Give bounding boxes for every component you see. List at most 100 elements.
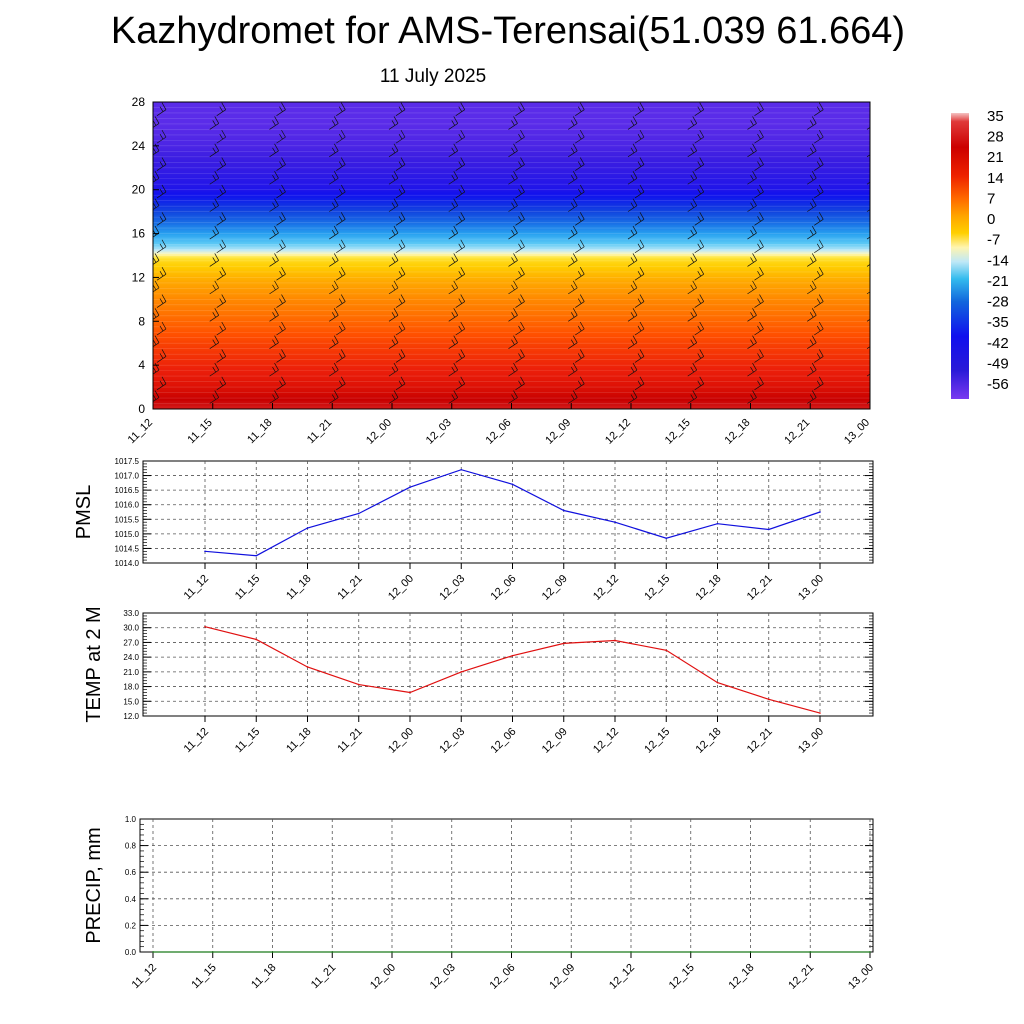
- wind-barb: [336, 376, 346, 391]
- xtick-label: 12_15: [642, 726, 672, 756]
- wind-barb: [814, 157, 824, 171]
- wind-barb: [694, 239, 705, 254]
- wind-barb: [216, 102, 227, 116]
- ytick-label: 1017.5: [115, 457, 140, 466]
- ytick-label: 1.0: [125, 815, 137, 824]
- wind-barb: [687, 362, 698, 377]
- wind-barb: [508, 171, 518, 185]
- wind-barb: [814, 294, 824, 308]
- temp-panel: 12.0 15.0 18.0 21.0 24.0 27.0 30.0 33.0 11_12 11_…: [83, 606, 874, 756]
- wind-barb: [687, 143, 698, 158]
- xtick-label: 11_18: [284, 573, 314, 603]
- wind-barb: [269, 335, 279, 349]
- ytick-label: 1015.0: [115, 530, 140, 539]
- wind-barb: [814, 184, 824, 199]
- wind-barb: [747, 362, 757, 377]
- wind-barb: [209, 143, 220, 158]
- wind-barb: [866, 312, 870, 322]
- wind-barb: [575, 129, 585, 144]
- wind-barb: [329, 280, 339, 295]
- wind-barb: [336, 184, 346, 199]
- wind-barb: [395, 129, 406, 144]
- wind-barb: [269, 362, 279, 377]
- wind-barb: [336, 102, 346, 116]
- wind-barb: [515, 349, 525, 363]
- wind-barb: [754, 294, 764, 308]
- wind-barb: [156, 294, 167, 308]
- ytick-label: 15.0: [123, 697, 139, 706]
- wind-barb: [269, 198, 279, 212]
- wind-barb: [216, 157, 227, 171]
- ytick-label: 1014.5: [115, 544, 140, 553]
- data-point: [614, 639, 616, 642]
- wind-barb: [448, 116, 459, 130]
- wind-barb: [336, 129, 346, 144]
- xtick-label: 12_06: [488, 962, 518, 992]
- wind-barb: [687, 390, 698, 404]
- wind-barb: [634, 212, 645, 226]
- heatmap-panel: 0 4 8 12 16 20 24 28 11_12 11_15 11_18 11_21 12_00 1…: [126, 95, 883, 447]
- wind-barb: [448, 335, 459, 349]
- colorbar-label: -21: [987, 273, 1009, 290]
- colorbar-label: -49: [987, 355, 1009, 372]
- wind-barb: [754, 212, 764, 226]
- wind-barb: [209, 116, 220, 130]
- wind-barb: [874, 322, 883, 335]
- data-point: [306, 527, 309, 529]
- wind-barb: [747, 280, 757, 295]
- data-point: [510, 951, 513, 953]
- data-point: [409, 691, 411, 694]
- data-point: [665, 649, 668, 652]
- data-point: [819, 511, 821, 513]
- wind-barb: [156, 212, 167, 226]
- xtick-label: 11_15: [233, 726, 263, 756]
- wind-barb: [866, 147, 870, 158]
- wind-barb: [627, 116, 638, 130]
- heatmap-ytick-label: 24: [132, 139, 146, 153]
- colorbar-label: 0: [987, 211, 995, 228]
- wind-barb: [395, 212, 406, 226]
- wind-barb: [627, 253, 638, 267]
- wind-barb: [575, 266, 585, 281]
- wind-barb: [515, 266, 525, 281]
- xtick-label: 11_15: [233, 573, 263, 603]
- wind-barb: [508, 280, 518, 295]
- heatmap-xtick-label: 12_06: [484, 417, 514, 447]
- wind-barb: [329, 171, 339, 185]
- wind-barb: [694, 157, 705, 171]
- wind-barb: [634, 157, 645, 171]
- ytick-label: 33.0: [123, 609, 139, 618]
- wind-barb: [388, 198, 399, 212]
- wind-barb: [515, 212, 525, 226]
- wind-barb: [448, 253, 459, 267]
- data-point: [716, 522, 719, 525]
- xtick-label: 12_18: [694, 573, 724, 603]
- xtick-label: 12_15: [667, 962, 697, 992]
- data-point: [869, 951, 871, 953]
- ytick-label: 0.6: [125, 868, 137, 877]
- data-point: [749, 951, 752, 953]
- wind-barb: [395, 102, 406, 116]
- wind-barb: [754, 157, 764, 171]
- wind-barb: [336, 349, 346, 363]
- wind-barb: [694, 376, 705, 391]
- data-point: [391, 951, 393, 953]
- wind-barb: [455, 157, 466, 171]
- wind-barb: [754, 129, 764, 144]
- xtick-label: 12_18: [694, 726, 724, 756]
- wind-barb: [276, 349, 286, 363]
- wind-barb: [754, 102, 764, 116]
- data-point: [614, 521, 616, 523]
- colorbar-label: -14: [987, 252, 1009, 269]
- wind-barb: [874, 267, 883, 280]
- wind-barb: [448, 225, 459, 240]
- wind-barb: [866, 339, 870, 349]
- wind-barb: [336, 239, 346, 254]
- wind-barb: [866, 394, 870, 404]
- y-axis-title: TEMP at 2 M: [83, 606, 105, 722]
- wind-barb: [575, 349, 585, 363]
- wind-barb: [455, 102, 466, 116]
- wind-barb: [269, 225, 279, 240]
- wind-barb: [388, 225, 399, 240]
